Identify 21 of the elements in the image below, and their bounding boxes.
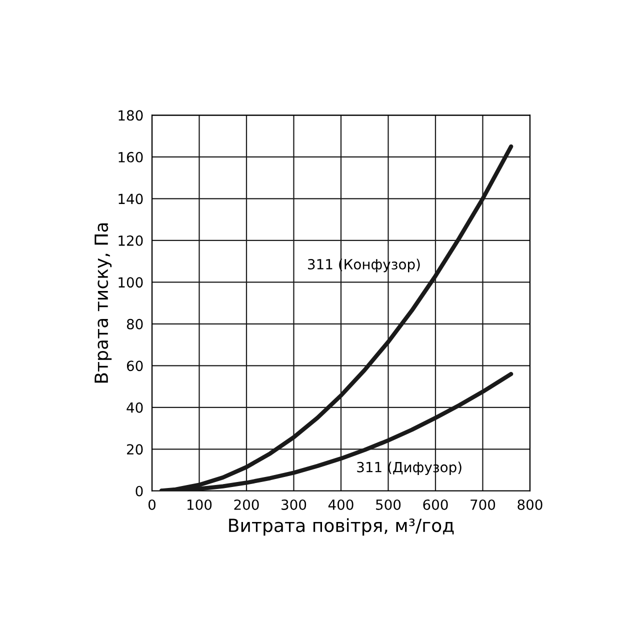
x-tick-label: 500 (376, 499, 401, 510)
y-tick-label: 60 (126, 360, 143, 372)
y-tick-label: 140 (118, 194, 143, 204)
x-tick-label: 400 (328, 499, 354, 510)
y-tick-label: 100 (118, 277, 143, 288)
y-axis-title: Втрата тиску, Па (94, 223, 112, 383)
x-tick-label: 700 (470, 499, 496, 510)
x-tick-label: 600 (423, 499, 448, 510)
y-tick-label: 120 (118, 235, 143, 246)
x-tick-label: 300 (282, 499, 306, 510)
x-tick-label: 800 (518, 499, 542, 510)
y-tick-label: 160 (118, 152, 143, 162)
x-axis-title: Витрата повітря, м³/год (229, 518, 454, 536)
y-tick-label: 20 (127, 444, 143, 455)
y-tick-label: 80 (126, 318, 143, 330)
x-tick-label: 100 (188, 499, 212, 510)
y-tick-label: 40 (126, 402, 143, 413)
x-tick-label: 200 (234, 499, 259, 510)
y-tick-label: 180 (118, 110, 143, 121)
x-tick-label: 0 (148, 499, 156, 510)
y-tick-label: 0 (136, 486, 143, 496)
